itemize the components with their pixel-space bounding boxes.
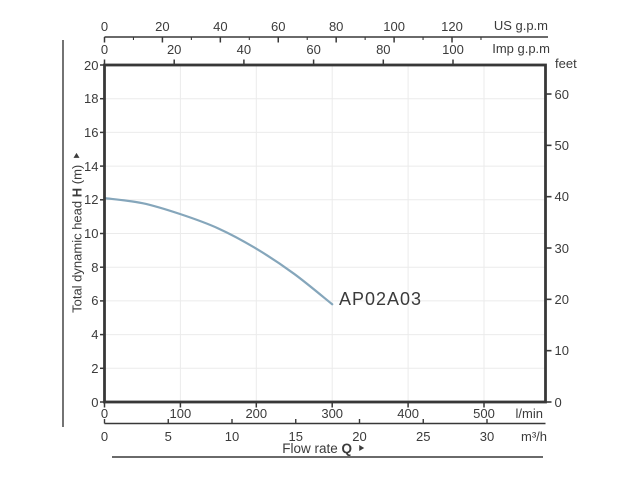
head-m-tick-label: 14	[84, 158, 99, 174]
lmin-tick-label: 0	[100, 406, 109, 421]
up-arrow-icon	[73, 153, 80, 159]
head-m-tick-label: 2	[91, 360, 99, 376]
m3h-tick-label: 30	[479, 429, 495, 444]
m3h-unit-label: m³/h	[521, 429, 547, 444]
head-m-tick-label: 18	[84, 91, 99, 107]
lmin-tick-label: 500	[473, 406, 495, 421]
lmin-tick-label: 100	[169, 406, 192, 421]
feet-tick-label: 50	[554, 137, 569, 153]
feet-tick-label: 20	[554, 291, 569, 307]
us-gpm-tick-label: 20	[155, 18, 170, 34]
feet-tick-label: 60	[554, 86, 569, 102]
us-gpm-tick-label: 100	[383, 18, 405, 34]
m3h-tick-label: 25	[416, 429, 431, 444]
lmin-tick-label: 200	[245, 406, 268, 421]
imp-gpm-tick-label: 0	[100, 42, 109, 57]
head-m-tick-label: 8	[91, 259, 99, 275]
us-gpm-tick-label: 60	[271, 18, 286, 34]
y-axis-title: Total dynamic head H (m)	[70, 153, 85, 313]
lmin-tick-label: 400	[397, 406, 419, 421]
imp-gpm-tick-label: 40	[236, 42, 252, 57]
imp-gpm-tick-label: 60	[306, 42, 321, 57]
x-axis-title-text: Flow rate	[282, 441, 338, 456]
imp-gpm-tick-label: 100	[442, 42, 464, 57]
feet-tick-label: 40	[554, 189, 569, 205]
head-m-tick-label: 10	[84, 226, 99, 241]
pump-model-label: AP02A03	[339, 289, 423, 309]
lmin-tick-label: 300	[321, 406, 344, 421]
y-axis-title-unit: (m)	[69, 164, 85, 185]
us-gpm-tick-label: 40	[213, 18, 228, 34]
feet-tick-label: 30	[554, 240, 569, 256]
us-gpm-unit-label: US g.p.m	[493, 18, 548, 33]
us-gpm-tick-label: 120	[441, 18, 463, 34]
feet-tick-label: 0	[554, 394, 562, 410]
imp-gpm-unit-label: Imp g.p.m	[492, 41, 550, 56]
feet-unit-label: feet	[555, 56, 577, 71]
m3h-tick-label: 10	[224, 429, 240, 444]
imp-gpm-tick-label: 20	[166, 42, 182, 57]
m3h-tick-label: 15	[288, 429, 303, 444]
y-axis-title-text: Total dynamic head	[69, 200, 85, 313]
head-m-tick-label: 4	[91, 327, 99, 343]
us-gpm-tick-label: 80	[328, 18, 344, 34]
x-axis-title-symbol: Q	[341, 441, 353, 456]
head-m-tick-label: 0	[91, 394, 99, 410]
feet-tick-label: 10	[554, 343, 569, 359]
m3h-tick-label: 20	[352, 429, 367, 444]
x-axis-title: Flow rate Q	[282, 441, 364, 456]
right-arrow-icon	[358, 445, 364, 451]
m3h-tick-label: 0	[100, 429, 109, 444]
head-m-tick-label: 16	[84, 124, 99, 140]
imp-gpm-tick-label: 80	[376, 42, 391, 57]
m3h-tick-label: 5	[164, 429, 172, 444]
pump-curve	[103, 197, 334, 306]
lmin-unit-label: l/min	[515, 406, 543, 421]
head-m-tick-label: 20	[84, 57, 99, 73]
y-axis-title-symbol: H	[69, 187, 85, 198]
us-gpm-tick-label: 0	[100, 18, 109, 34]
head-m-tick-label: 12	[84, 192, 99, 208]
head-m-tick-label: 6	[91, 293, 99, 309]
